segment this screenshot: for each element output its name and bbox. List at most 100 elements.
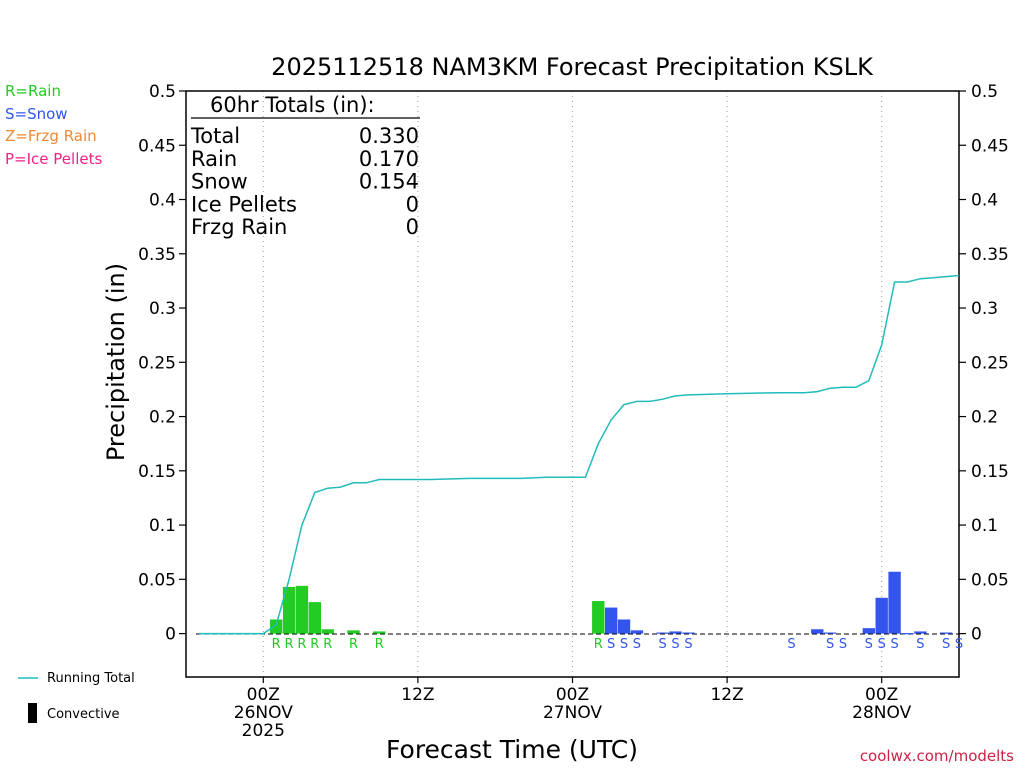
y-tick-label-left: 0 xyxy=(165,625,176,645)
y-tick-label-left: 0.1 xyxy=(149,516,176,536)
type-marker: S xyxy=(865,637,873,652)
totals-rows: Total 0.330 Rain 0.170 Snow 0.154 Ice Pellets 0… xyxy=(190,124,419,239)
precip-bar xyxy=(682,632,695,634)
y-tick-label-left: 0.35 xyxy=(138,245,176,265)
convective-legend-swatch xyxy=(28,703,37,723)
type-marker: S xyxy=(826,637,834,652)
convective-legend-label: Convective xyxy=(47,707,120,722)
type-marker: R xyxy=(297,637,306,652)
y-tick-label-left: 0.4 xyxy=(149,191,176,211)
y-tick-label-right: 0.4 xyxy=(971,191,998,211)
precip-bar xyxy=(617,619,631,634)
type-marker: S xyxy=(916,637,924,652)
type-marker: S xyxy=(890,637,898,652)
type-marker: R xyxy=(323,637,332,652)
precip-bar xyxy=(914,631,927,634)
totals-box: 60hr Totals (in): Total 0.330 Rain 0.170 Sno… xyxy=(190,93,420,239)
precip-bar xyxy=(630,630,644,634)
type-marker: S xyxy=(659,637,667,652)
x-tick-label: 12Z xyxy=(401,685,434,705)
legend-rain-label: R=Rain xyxy=(5,82,61,100)
precip-bar xyxy=(373,631,386,634)
credit-link[interactable]: coolwx.com/modelts xyxy=(860,747,1014,765)
y-tick-label-left: 0.05 xyxy=(138,570,176,590)
type-marker: S xyxy=(839,637,847,652)
y-tick-label-right: 0.45 xyxy=(971,136,1009,156)
chart-title: 2025112518 NAM3KM Forecast Precipitation… xyxy=(271,53,874,81)
y-axis-left: 0.5 0.45 0.4 0.35 0.3 0.25 0.2 0.15 0.1 0.05 0 xyxy=(138,82,186,645)
type-marker: S xyxy=(633,637,641,652)
y-axis-right: 0.5 0.45 0.4 0.35 0.3 0.25 0.2 0.15 0.1 0.05 0 xyxy=(959,82,1009,645)
type-marker: S xyxy=(787,637,795,652)
type-marker: R xyxy=(310,637,319,652)
precip-bar xyxy=(282,586,296,634)
totals-row-value: 0.170 xyxy=(359,147,419,171)
y-tick-label-right: 0.1 xyxy=(971,516,998,536)
type-marker: R xyxy=(285,637,294,652)
totals-row-label: Total xyxy=(190,124,240,148)
precip-bar xyxy=(321,629,334,634)
type-marker: R xyxy=(375,637,384,652)
precip-bar xyxy=(295,585,309,634)
precip-bar xyxy=(604,607,618,634)
x-tick-label: 12Z xyxy=(710,685,743,705)
precip-bar xyxy=(308,602,322,634)
running-total-line xyxy=(198,274,960,635)
precip-bars xyxy=(269,571,953,635)
type-marker: S xyxy=(942,637,950,652)
totals-row-label: Rain xyxy=(191,147,237,171)
y-tick-label-left: 0.45 xyxy=(138,136,176,156)
totals-row-value: 0 xyxy=(406,192,419,216)
x-tick-label: 26NOV xyxy=(234,703,293,723)
y-tick-label-right: 0.3 xyxy=(971,299,998,319)
precip-bar xyxy=(875,597,888,634)
running-total-legend-label: Running Total xyxy=(47,671,135,686)
y-tick-label-left: 0.25 xyxy=(138,353,176,373)
totals-row-value: 0 xyxy=(406,215,419,239)
type-marker: S xyxy=(620,637,628,652)
x-tick-label: 00Z xyxy=(247,685,280,705)
y-tick-label-right: 0.5 xyxy=(971,82,998,102)
totals-row-value: 0.154 xyxy=(359,170,419,194)
precip-bar xyxy=(592,601,605,634)
totals-row-label: Snow xyxy=(191,170,248,194)
legend-snow-label: S=Snow xyxy=(5,105,68,123)
type-marker: R xyxy=(349,637,358,652)
type-marker: S xyxy=(955,637,963,652)
totals-header: 60hr Totals (in): xyxy=(210,93,375,117)
y-tick-label-right: 0.15 xyxy=(971,462,1009,482)
type-marker: S xyxy=(878,637,886,652)
precip-bar xyxy=(656,632,669,634)
totals-row-label: Ice Pellets xyxy=(191,192,297,216)
type-marker: R xyxy=(272,637,281,652)
type-marker: S xyxy=(607,637,615,652)
series-legend: Running Total Convective xyxy=(18,671,135,723)
precip-bar xyxy=(811,629,824,634)
y-tick-label-right: 0.35 xyxy=(971,245,1009,265)
y-tick-label-left: 0.15 xyxy=(138,462,176,482)
legend-ice-pellets-label: P=Ice Pellets xyxy=(5,150,102,168)
precip-bar xyxy=(669,631,682,634)
y-tick-label-left: 0.2 xyxy=(149,408,176,428)
x-tick-label: 2025 xyxy=(242,721,285,741)
precip-bar xyxy=(269,619,283,634)
precip-bar xyxy=(939,632,953,634)
precip-bar xyxy=(823,632,837,634)
totals-row-label: Frzg Rain xyxy=(191,215,287,239)
y-tick-label-right: 0.05 xyxy=(971,570,1009,590)
type-marker: S xyxy=(684,637,692,652)
running-total-series xyxy=(198,274,960,635)
x-axis-label: Forecast Time (UTC) xyxy=(386,735,638,764)
x-tick-label: 28NOV xyxy=(852,703,911,723)
grid-lines xyxy=(262,91,883,677)
legend-frzg-rain-label: Z=Frzg Rain xyxy=(5,127,97,145)
totals-row-value: 0.330 xyxy=(359,124,419,148)
x-tick-label: 27NOV xyxy=(543,703,602,723)
y-tick-label-left: 0.5 xyxy=(149,82,176,102)
precip-bar xyxy=(888,571,901,634)
y-tick-label-right: 0 xyxy=(971,625,982,645)
x-tick-label: 00Z xyxy=(556,685,589,705)
